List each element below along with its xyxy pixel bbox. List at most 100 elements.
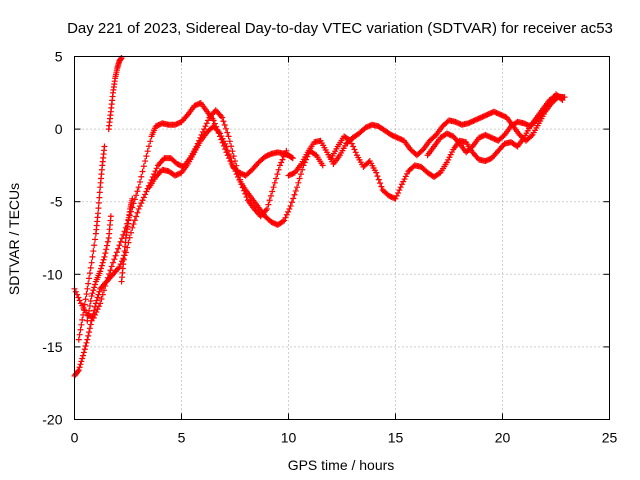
x-tick-label: 10 (281, 430, 297, 446)
data-point-marker (278, 159, 285, 166)
data-point-marker (80, 311, 87, 318)
data-point-marker (288, 199, 295, 206)
data-point-marker (91, 242, 98, 249)
data-point-marker (283, 211, 290, 218)
data-point-marker (287, 203, 294, 210)
data-point-marker (86, 270, 93, 277)
data-point-marker (84, 336, 91, 343)
data-point-marker (134, 188, 141, 195)
series-track-c (146, 123, 326, 228)
data-point-marker (223, 125, 230, 132)
data-point-marker (559, 97, 566, 104)
data-point-marker (88, 293, 95, 300)
data-point-marker (98, 265, 105, 272)
data-point-marker (220, 138, 227, 145)
data-point-marker (374, 173, 381, 180)
data-point-marker (131, 217, 138, 224)
data-point-marker (134, 209, 141, 216)
data-point-marker (84, 317, 91, 324)
data-point-marker (228, 158, 235, 165)
grid-layer (74, 56, 610, 420)
data-point-marker (110, 259, 117, 266)
data-marks (71, 54, 568, 379)
data-point-marker (142, 191, 149, 198)
data-point-marker (264, 205, 271, 212)
series-track-h (84, 213, 114, 324)
data-point-marker (375, 176, 382, 183)
data-point-marker (78, 321, 85, 328)
data-point-marker (79, 355, 86, 362)
data-point-marker (95, 205, 102, 212)
data-point-marker (153, 165, 160, 172)
data-point-marker (87, 298, 94, 305)
data-point-marker (273, 175, 280, 182)
data-point-marker (143, 153, 150, 160)
data-point-marker (269, 188, 276, 195)
data-point-marker (223, 143, 230, 150)
data-point-marker (90, 310, 97, 317)
data-point-marker (282, 150, 289, 157)
data-point-marker (91, 284, 98, 291)
data-point-marker (378, 183, 385, 190)
series-track-e (328, 92, 566, 202)
data-point-marker (138, 200, 145, 207)
data-point-marker (396, 187, 403, 194)
data-point-marker (136, 203, 143, 210)
data-point-marker (89, 290, 96, 297)
data-point-marker (285, 208, 292, 215)
data-point-marker (346, 136, 353, 143)
data-point-marker (226, 151, 233, 158)
data-point-marker (295, 179, 302, 186)
data-point-marker (220, 118, 227, 125)
data-point-marker (373, 169, 380, 176)
data-point-marker (77, 361, 84, 368)
data-point-marker (217, 130, 224, 137)
data-point-marker (222, 140, 229, 147)
data-point-marker (296, 175, 303, 182)
data-point-marker (201, 126, 208, 133)
y-tick-label: -15 (42, 339, 62, 355)
data-point-marker (205, 117, 212, 124)
data-point-marker (107, 213, 114, 220)
data-point-marker (86, 302, 93, 309)
data-point-marker (95, 199, 102, 206)
data-point-marker (233, 171, 240, 178)
data-point-marker (81, 301, 88, 308)
data-point-marker (91, 307, 98, 314)
series-track-i (105, 54, 125, 133)
data-point-marker (350, 143, 357, 150)
data-point-marker (82, 343, 89, 350)
data-point-marker (115, 245, 122, 252)
data-point-marker (90, 248, 97, 255)
data-point-marker (129, 195, 136, 202)
data-point-marker (280, 153, 287, 160)
data-point-marker (130, 221, 137, 228)
data-point-marker (270, 184, 277, 191)
x-tick-label: 25 (602, 430, 618, 446)
data-point-marker (80, 349, 87, 356)
y-tick-label: -10 (42, 266, 62, 282)
data-point-marker (443, 159, 450, 166)
data-point-marker (404, 170, 411, 177)
data-point-marker (152, 168, 159, 175)
data-point-marker (89, 253, 96, 260)
data-point-marker (224, 147, 231, 154)
data-point-marker (267, 192, 274, 199)
data-point-marker (445, 156, 452, 163)
data-point-marker (140, 163, 147, 170)
data-point-marker (98, 262, 105, 269)
data-point-marker (140, 194, 147, 201)
data-point-marker (401, 176, 408, 183)
data-point-marker (85, 332, 92, 339)
data-point-marker (234, 174, 241, 181)
series-track-f (424, 91, 566, 159)
y-tick-label: -5 (50, 194, 63, 210)
data-point-marker (85, 280, 92, 287)
data-point-marker (224, 129, 231, 136)
x-tick-label: 15 (388, 430, 404, 446)
data-point-marker (144, 148, 151, 155)
data-point-marker (219, 114, 226, 121)
data-point-marker (447, 151, 454, 158)
data-point-marker (136, 178, 143, 185)
